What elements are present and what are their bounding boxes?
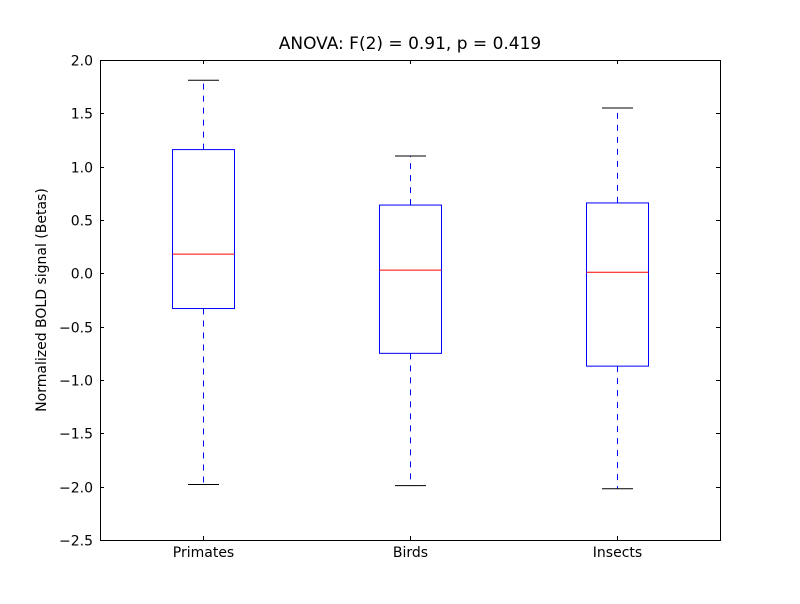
- y-tick-label: −1.5: [59, 427, 93, 443]
- chart-title: ANOVA: F(2) = 0.91, p = 0.419: [279, 34, 542, 54]
- box-iqr: [172, 149, 235, 310]
- plot-frame: [100, 60, 721, 541]
- x-tick-label: Primates: [173, 545, 234, 561]
- box-iqr: [379, 204, 442, 354]
- y-tick-label: 0.0: [71, 267, 93, 283]
- y-tick-label: −2.0: [59, 481, 93, 497]
- box-iqr: [586, 202, 649, 367]
- y-tick-label: 1.5: [71, 107, 93, 123]
- y-tick-label: 0.5: [71, 214, 93, 230]
- x-tick-label: Birds: [393, 545, 428, 561]
- y-tick-label: −1.0: [59, 374, 93, 390]
- x-tick-label: Insects: [593, 545, 642, 561]
- y-tick-label: 1.0: [71, 161, 93, 177]
- y-tick-label: −0.5: [59, 321, 93, 337]
- y-axis-label: Normalized BOLD signal (Betas): [34, 188, 50, 412]
- y-tick-label: −2.5: [59, 534, 93, 550]
- y-tick-label: 2.0: [71, 54, 93, 70]
